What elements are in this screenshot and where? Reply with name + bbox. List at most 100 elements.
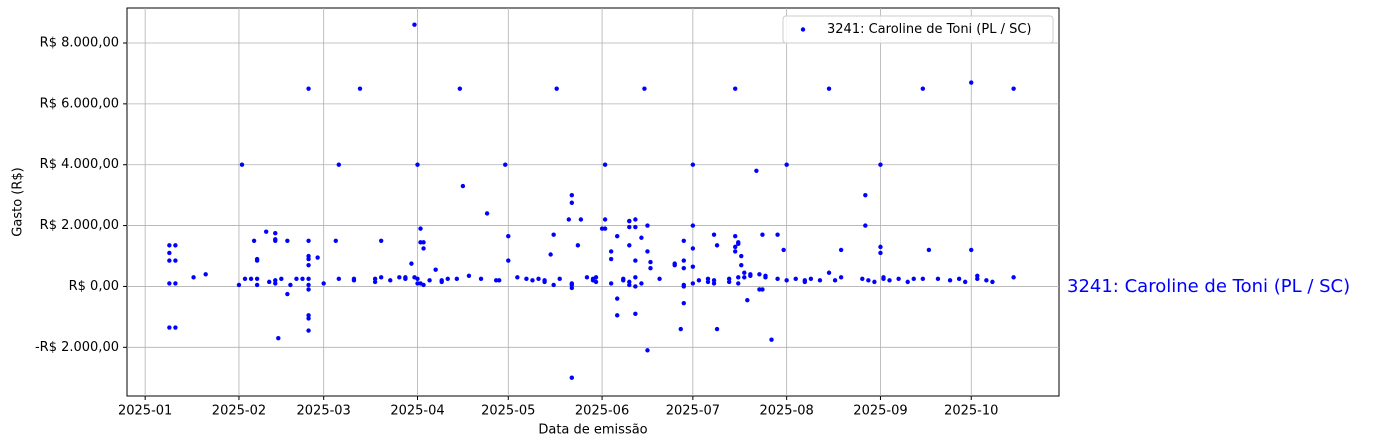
point (711, 278, 717, 283)
point (584, 275, 590, 280)
point (736, 241, 741, 247)
point (984, 278, 989, 283)
point (1011, 86, 1016, 91)
point (733, 249, 738, 254)
point (802, 279, 808, 285)
point (690, 223, 696, 228)
point (300, 276, 305, 282)
point (990, 279, 995, 285)
point (294, 276, 299, 282)
point (536, 276, 541, 282)
point (975, 273, 980, 278)
point (920, 86, 926, 91)
point (633, 311, 638, 317)
point (515, 275, 520, 280)
y-axis-label: Gasto (R$) (11, 167, 26, 236)
x-tick-label: 2025-09 (853, 404, 907, 419)
point (860, 276, 865, 282)
point (306, 287, 311, 292)
point (878, 250, 883, 256)
point (711, 232, 717, 237)
y-tick-label: R$ 4.000,00 (40, 157, 119, 172)
point (784, 162, 789, 167)
point (642, 86, 647, 91)
point (351, 278, 357, 283)
x-tick-label: 2025-01 (118, 404, 172, 419)
point (542, 278, 547, 283)
point (306, 328, 311, 333)
point (167, 243, 172, 248)
point (279, 276, 284, 282)
legend: 3241: Caroline de Toni (PL / SC) (782, 15, 1054, 44)
point (173, 243, 178, 248)
y-tick-label: R$ 6.000,00 (40, 96, 119, 111)
point (593, 279, 599, 285)
point (506, 234, 511, 239)
point (627, 279, 632, 285)
point (336, 162, 342, 167)
point (736, 281, 741, 286)
point (276, 335, 281, 341)
point (372, 276, 378, 282)
point (645, 348, 650, 353)
point (645, 223, 650, 228)
point (357, 86, 363, 91)
point (757, 272, 762, 277)
y-tick-label: R$ 2.000,00 (40, 218, 119, 233)
point (690, 281, 696, 286)
point (460, 183, 466, 189)
x-tick-label: 2025-04 (390, 404, 444, 419)
point (273, 278, 278, 283)
point (403, 275, 408, 280)
point (484, 211, 490, 216)
point (627, 282, 632, 288)
legend-marker (800, 27, 806, 32)
point (681, 238, 686, 243)
point (711, 281, 717, 286)
point (608, 249, 614, 254)
point (421, 240, 426, 245)
point (285, 238, 290, 243)
point (306, 313, 311, 318)
point (690, 264, 696, 269)
x-tick-label: 2025-02 (212, 404, 266, 419)
point (760, 232, 765, 237)
point (769, 337, 774, 342)
point (273, 281, 278, 286)
point (602, 226, 608, 231)
point (757, 287, 762, 292)
point (167, 250, 172, 256)
point (496, 278, 502, 283)
point (388, 278, 393, 283)
point (911, 276, 916, 282)
point (478, 276, 484, 282)
point (969, 247, 974, 253)
point (242, 276, 248, 282)
point (681, 282, 686, 288)
point (657, 276, 662, 282)
point (615, 296, 620, 301)
point (962, 279, 968, 285)
plot-frame (126, 7, 1060, 397)
point (263, 229, 269, 234)
point (427, 278, 432, 283)
y-tick-label: -R$ 2.000,00 (35, 340, 119, 355)
point (273, 238, 278, 243)
point (602, 162, 608, 167)
point (285, 291, 290, 297)
point (808, 276, 814, 282)
point (254, 258, 260, 263)
point (817, 278, 823, 283)
point (793, 276, 798, 282)
point (569, 200, 575, 205)
point (705, 276, 711, 282)
x-tick-label: 2025-08 (759, 404, 813, 419)
point (173, 325, 178, 330)
point (763, 275, 768, 280)
point (947, 278, 953, 283)
x-tick-label: 2025-07 (666, 404, 720, 419)
point (421, 282, 426, 288)
point (633, 284, 638, 289)
point (696, 278, 702, 283)
